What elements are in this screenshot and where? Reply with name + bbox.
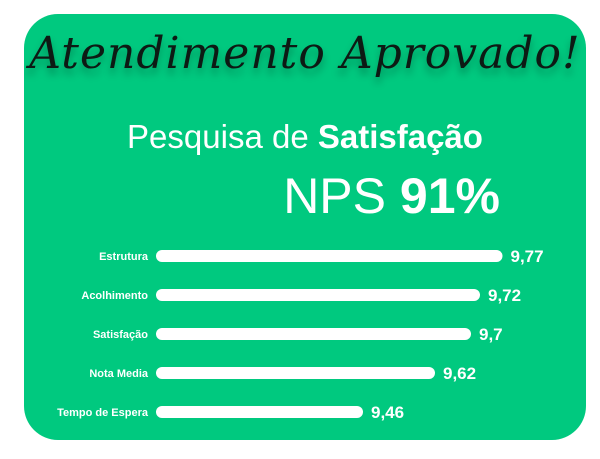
bar-value-label: 9,7 (479, 325, 503, 344)
bar-label: Acolhimento (81, 290, 148, 302)
bar-value-label: 9,46 (371, 403, 404, 422)
bar-label: Tempo de Espera (57, 407, 149, 419)
bar (156, 328, 471, 340)
nps-value: 91% (399, 168, 500, 224)
nps-score: NPS 91% (283, 167, 500, 225)
bar (156, 250, 503, 262)
headline: Atendimento Aprovado! (29, 28, 581, 79)
bar-label: Estrutura (99, 251, 149, 263)
survey-title: Pesquisa de Satisfação (24, 118, 586, 156)
bar (156, 406, 363, 418)
bar-label: Nota Media (89, 368, 149, 380)
bar-value-label: 9,77 (511, 247, 544, 266)
bar-label: Satisfação (93, 329, 148, 341)
nps-label: NPS (283, 168, 387, 224)
bar-value-label: 9,72 (488, 286, 521, 305)
bar-value-label: 9,62 (443, 364, 476, 383)
bar (156, 289, 480, 301)
bar (156, 367, 435, 379)
survey-title-bold: Satisfação (317, 118, 483, 155)
survey-title-light: Pesquisa de (127, 118, 309, 155)
